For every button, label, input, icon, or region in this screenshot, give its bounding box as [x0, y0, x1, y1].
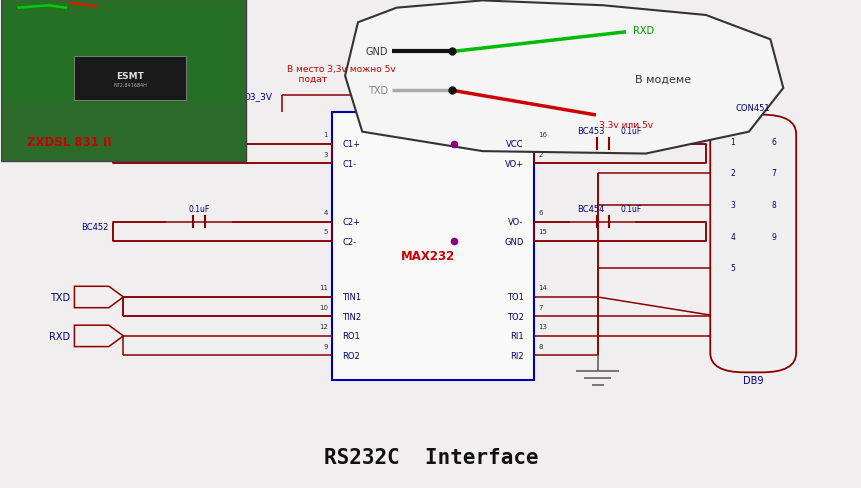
FancyBboxPatch shape — [709, 116, 796, 372]
Text: TXD: TXD — [368, 86, 387, 96]
FancyBboxPatch shape — [74, 57, 186, 101]
Text: D3_3V: D3_3V — [243, 92, 272, 101]
Text: В модеме: В модеме — [635, 74, 691, 84]
Text: TXD: TXD — [50, 292, 70, 303]
FancyBboxPatch shape — [331, 113, 534, 380]
Text: 9: 9 — [323, 343, 327, 349]
Text: 1: 1 — [729, 138, 734, 146]
Text: RI2: RI2 — [510, 351, 523, 360]
Text: 6: 6 — [771, 138, 776, 146]
FancyBboxPatch shape — [6, 4, 242, 103]
Text: 4: 4 — [729, 232, 734, 241]
Text: TO2: TO2 — [506, 312, 523, 321]
Text: RI1: RI1 — [510, 332, 523, 341]
Text: C1-: C1- — [342, 160, 356, 168]
Text: TIN2: TIN2 — [342, 312, 362, 321]
Text: 4: 4 — [323, 209, 327, 216]
Text: 3.3v или 5v: 3.3v или 5v — [598, 120, 652, 129]
Text: CON451: CON451 — [735, 103, 770, 113]
Text: 2: 2 — [729, 169, 734, 178]
Text: В место 3,3v можно 5v
    подат: В место 3,3v можно 5v подат — [287, 64, 395, 84]
Text: 8: 8 — [538, 343, 542, 349]
Text: DB9: DB9 — [742, 375, 763, 385]
Text: C2-: C2- — [342, 237, 356, 246]
Text: ZXDSL 831 II: ZXDSL 831 II — [28, 136, 112, 148]
Text: 9: 9 — [771, 232, 776, 241]
Text: 2: 2 — [538, 151, 542, 157]
Text: TIN1: TIN1 — [342, 293, 362, 302]
Text: 15: 15 — [538, 229, 547, 235]
Text: 6: 6 — [538, 209, 542, 216]
Text: C2+: C2+ — [342, 218, 360, 226]
Text: VCC: VCC — [505, 140, 523, 149]
Text: 10: 10 — [319, 304, 327, 310]
Text: NT2.841684H: NT2.841684H — [113, 82, 147, 87]
Text: 16: 16 — [538, 132, 547, 138]
Text: 7: 7 — [538, 304, 542, 310]
Text: 12: 12 — [319, 324, 327, 329]
Text: RO2: RO2 — [342, 351, 360, 360]
Text: ESMT: ESMT — [116, 72, 144, 81]
Text: BC454: BC454 — [576, 204, 604, 213]
Text: 3: 3 — [729, 201, 734, 210]
Text: 11: 11 — [319, 285, 327, 291]
Text: GND: GND — [365, 47, 387, 57]
Text: 5: 5 — [323, 229, 327, 235]
Text: RXD: RXD — [632, 25, 653, 36]
Text: 14: 14 — [538, 285, 547, 291]
Text: 7: 7 — [771, 169, 776, 178]
Text: VO+: VO+ — [504, 160, 523, 168]
Text: 5: 5 — [729, 264, 734, 273]
Text: 3: 3 — [323, 151, 327, 157]
Text: MAX232: MAX232 — [400, 250, 455, 263]
Text: 13: 13 — [538, 324, 547, 329]
Polygon shape — [344, 1, 783, 154]
Text: RO1: RO1 — [342, 332, 360, 341]
Text: VO-: VO- — [508, 218, 523, 226]
Text: 0.1uF: 0.1uF — [189, 126, 209, 136]
FancyBboxPatch shape — [2, 0, 246, 162]
Text: 0.1uF: 0.1uF — [619, 204, 641, 213]
Text: BC452: BC452 — [81, 223, 108, 231]
Text: 0.1uF: 0.1uF — [619, 126, 641, 136]
Text: RS232C  Interface: RS232C Interface — [324, 447, 537, 468]
Text: GND: GND — [504, 237, 523, 246]
Text: BC451: BC451 — [81, 145, 108, 154]
Text: BC453: BC453 — [576, 126, 604, 136]
Text: 0.1uF: 0.1uF — [189, 204, 209, 213]
Text: 8: 8 — [771, 201, 775, 210]
Text: TO1: TO1 — [506, 293, 523, 302]
Text: 1: 1 — [323, 132, 327, 138]
Text: C1+: C1+ — [342, 140, 360, 149]
Text: RXD: RXD — [49, 331, 70, 341]
